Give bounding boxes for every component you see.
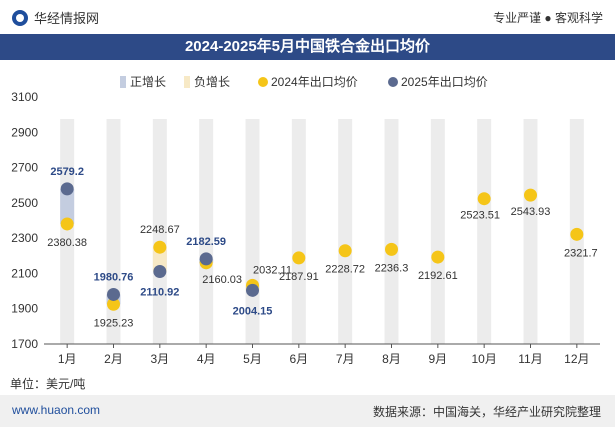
series-2024-point <box>431 250 445 264</box>
series-2024-data-label: 2248.67 <box>140 224 180 236</box>
footer-website: www.huaon.com <box>12 403 101 417</box>
x-tick-label: 7月 <box>336 352 355 366</box>
series-2024-point <box>107 297 120 311</box>
legend-2025-marker <box>388 77 398 87</box>
series-2024-point <box>524 188 537 202</box>
x-tick-label: 1月 <box>58 352 77 366</box>
category-column <box>199 119 214 344</box>
legend-negative-label: 负增长 <box>194 75 230 89</box>
category-column <box>152 119 167 344</box>
series-2024-data-label: 2160.03 <box>202 274 242 286</box>
y-tick-label: 3100 <box>11 90 38 104</box>
y-tick-label: 2900 <box>11 125 38 139</box>
category-column <box>384 119 399 344</box>
series-2024-point <box>60 217 74 231</box>
footer-source: 数据来源：中国海关，华经产业研究院整理 <box>372 405 601 419</box>
series-2025-data-label: 2110.92 <box>140 287 179 299</box>
series-2024-data-label: 2543.93 <box>511 206 551 218</box>
legend-negative-swatch <box>184 76 190 88</box>
x-tick-label: 9月 <box>428 352 447 366</box>
x-tick-label: 3月 <box>150 352 169 366</box>
category-column <box>477 119 492 344</box>
series-2024-data-label: 2032.11 <box>253 264 292 276</box>
legend-positive-swatch <box>120 76 126 88</box>
y-tick-label: 2100 <box>11 266 38 280</box>
series-2024-data-label: 2187.91 <box>279 271 319 283</box>
series-2025-data-label: 2579.2 <box>50 166 84 178</box>
series-2024-point <box>292 251 306 265</box>
x-tick-label: 4月 <box>197 352 216 366</box>
x-tick-label: 11月 <box>518 352 542 366</box>
series-2024-data-label: 2321.7 <box>564 247 598 259</box>
logo-icon <box>12 9 28 26</box>
category-column <box>60 119 75 344</box>
y-tick-label: 1700 <box>11 337 38 351</box>
top-bar: 华经情报网 专业严谨 ● 客观科学 <box>0 0 615 34</box>
series-2024-data-label: 2380.38 <box>47 237 87 249</box>
slogan: 专业严谨 ● 客观科学 <box>493 11 603 25</box>
brand-name: 华经情报网 <box>34 11 100 26</box>
series-2025-point <box>153 265 167 279</box>
chart: 1700 1900 2100 2300 2500 2700 2900 3100 1月 2月 3月 4月… <box>11 75 600 366</box>
x-tick-label: 10月 <box>471 352 496 366</box>
series-2024-point <box>153 240 167 254</box>
legend-2024-marker <box>258 77 268 87</box>
x-tick-label: 6月 <box>289 352 308 366</box>
series-2024-point <box>338 244 352 258</box>
category-column <box>338 119 353 344</box>
x-tick-label: 12月 <box>564 352 589 366</box>
series-2025-point <box>107 287 120 301</box>
positive-change-bar <box>60 188 75 224</box>
series-2024-data-label: 2228.72 <box>325 264 365 276</box>
category-column <box>106 119 121 344</box>
series-2025-data-label: 2182.59 <box>186 236 226 248</box>
y-tick-label: 2300 <box>11 231 38 245</box>
category-column <box>430 119 445 344</box>
x-tick-label: 2月 <box>104 352 123 366</box>
y-tick-label: 2700 <box>11 161 38 175</box>
y-tick-label: 2500 <box>11 196 38 210</box>
series-2024-data-label: 1925.23 <box>94 317 134 329</box>
series-2024-data-label: 2523.51 <box>460 210 500 222</box>
x-tick-label: 5月 <box>243 352 262 366</box>
legend-2025-label: 2025年出口均价 <box>401 75 488 89</box>
series-2025-data-label: 1980.76 <box>94 271 134 283</box>
series-2024-point <box>477 192 491 206</box>
legend-positive-label: 正增长 <box>130 75 166 89</box>
series-2025-point <box>246 283 259 297</box>
y-tick-label: 1900 <box>11 302 38 316</box>
series-2025-point <box>60 182 74 196</box>
series-2024-point <box>570 227 584 241</box>
series-2024-data-label: 2236.3 <box>375 262 409 274</box>
series-2025-data-label: 2004.15 <box>233 305 273 317</box>
series-2024-data-label: 2192.61 <box>418 270 458 282</box>
x-tick-label: 8月 <box>382 352 401 366</box>
footer: www.huaon.com 数据来源：中国海关，华经产业研究院整理 <box>0 395 615 427</box>
category-column <box>291 119 306 344</box>
category-column <box>523 119 538 344</box>
unit-label: 单位：美元/吨 <box>10 377 86 391</box>
series-2024-point <box>385 242 398 256</box>
negative-change-bar <box>152 247 167 272</box>
brand: 华经情报网 <box>12 8 99 27</box>
legend-2024-label: 2024年出口均价 <box>271 75 358 89</box>
series-2025-point <box>199 252 213 266</box>
chart-title: 2024-2025年5月中国铁合金出口均价 <box>0 34 615 60</box>
